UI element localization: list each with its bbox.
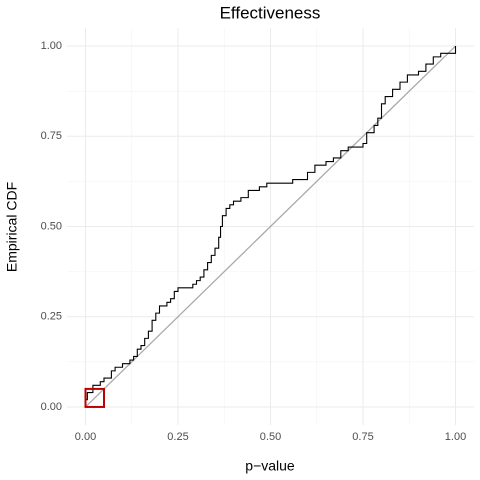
highlight-box — [84, 387, 105, 408]
x-tick-label: 1.00 — [445, 431, 466, 443]
y-axis-title: Empirical CDF — [4, 182, 20, 272]
x-tick-label: 0.25 — [167, 431, 188, 443]
x-tick-label: 0.75 — [352, 431, 373, 443]
y-tick-label: 0.50 — [41, 220, 62, 232]
y-tick-label: 0.75 — [41, 130, 62, 142]
y-tick-label: 1.00 — [41, 40, 62, 52]
chart-title: Effectiveness — [220, 3, 321, 22]
line — [85, 45, 456, 408]
x-axis-title: p−value — [245, 458, 295, 474]
y-tick-label: 0.00 — [41, 401, 62, 413]
y-tick-label: 0.25 — [41, 311, 62, 323]
x-tick-label: 0.50 — [260, 431, 281, 443]
x-tick-label: 0.00 — [75, 431, 96, 443]
line — [85, 46, 457, 401]
